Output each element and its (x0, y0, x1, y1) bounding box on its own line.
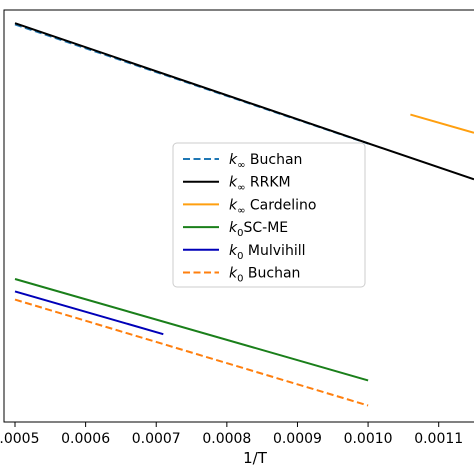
x-tick-label-3: 0.0007 (132, 431, 181, 447)
series-layer (14, 22, 474, 407)
plot-frame (3, 9, 474, 423)
x-tick-label-5: 0.0009 (273, 431, 322, 447)
x-tick-label-2: 0.0006 (61, 431, 110, 447)
legend-label-5: k0 Mulvihill (229, 243, 306, 262)
legend-label-3: k∞ Cardelino (229, 197, 317, 216)
series-line-5 (14, 290, 164, 336)
series-line-4 (14, 278, 369, 382)
x-tick-label-4: 0.0008 (202, 431, 251, 447)
series-line-6 (14, 298, 369, 407)
x-axis: 0.0005 0.0006 0.0007 0.0008 0.0009 0.0010 0.00… (0, 422, 463, 447)
legend-frame (172, 142, 366, 288)
legend-label-6: k0 Buchan (229, 266, 300, 285)
x-axis-label: 1/T (243, 449, 268, 467)
legend-label-1: k∞ Buchan (229, 152, 302, 171)
legend-label-4: k0SC-ME (229, 220, 288, 239)
x-tick-label-1: 0.0005 (0, 431, 40, 447)
x-tick-label-7: 0.0011 (414, 431, 463, 447)
series-line-2 (14, 22, 474, 181)
legend: k∞ Buchan k∞ RRKM k∞ Cardelino k0SC-ME k0 Mu… (172, 142, 366, 288)
plot-area (3, 9, 474, 423)
legend-label-2: k∞ RRKM (229, 175, 291, 194)
series-line-3 (410, 113, 474, 134)
x-tick-label-6: 0.0010 (344, 431, 393, 447)
